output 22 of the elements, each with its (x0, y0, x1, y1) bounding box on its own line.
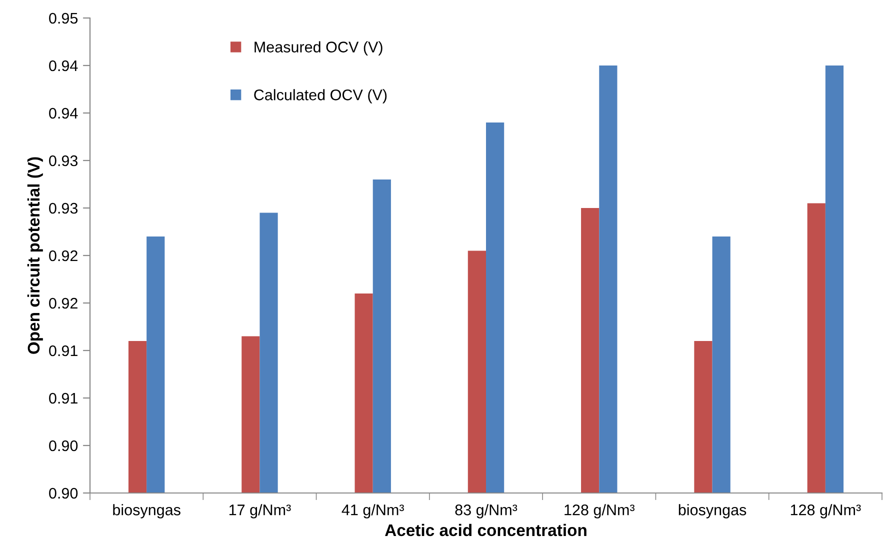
y-tick-label: 0.94 (49, 108, 78, 119)
y-tick-label: 0.91 (49, 392, 78, 404)
x-axis-title: Acetic acid concentration (385, 524, 586, 536)
y-tick-label: 0.91 (49, 345, 78, 356)
x-tick-label: 128 g/Nm³ (564, 504, 635, 518)
y-tick-label: 0.93 (49, 202, 78, 214)
x-tick-label: 41 g/Nm³ (342, 504, 404, 518)
y-tick-label: 0.90 (49, 440, 78, 452)
y-tick-label: 0.92 (49, 298, 78, 309)
x-tick-label: 128 g/Nm³ (790, 504, 861, 518)
legend-label: Calculated OCV (V) (254, 89, 387, 104)
y-tick-label: 0.90 (49, 488, 78, 499)
x-tick-label: 17 g/Nm³ (229, 504, 291, 518)
y-tick-label: 0.92 (49, 250, 78, 262)
x-tick-label: biosyngas (678, 504, 746, 518)
y-tick-label: 0.93 (49, 155, 78, 166)
legend-label: Measured OCV (V) (254, 41, 382, 56)
x-tick-label: 83 g/Nm³ (455, 504, 518, 518)
x-tick-label: biosyngas (113, 504, 180, 518)
y-axis-title: Open circuit potential (V) (27, 157, 43, 354)
y-tick-label: 0.94 (49, 60, 78, 72)
y-tick-label: 0.95 (49, 12, 78, 24)
